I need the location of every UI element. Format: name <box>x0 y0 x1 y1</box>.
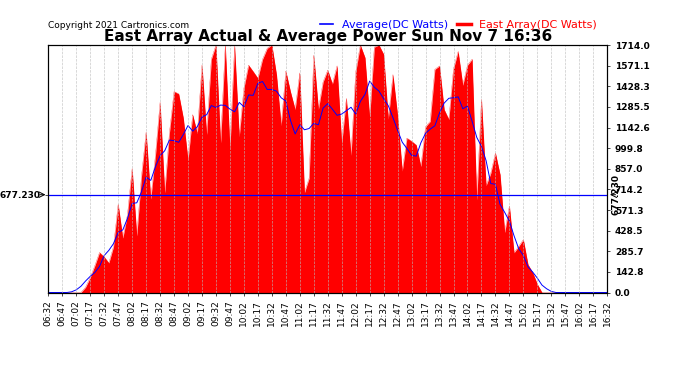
Title: East Array Actual & Average Power Sun Nov 7 16:36: East Array Actual & Average Power Sun No… <box>104 29 552 44</box>
Legend: Average(DC Watts), East Array(DC Watts): Average(DC Watts), East Array(DC Watts) <box>315 16 602 35</box>
Text: Copyright 2021 Cartronics.com: Copyright 2021 Cartronics.com <box>48 21 190 30</box>
Text: 677.230: 677.230 <box>611 174 620 215</box>
